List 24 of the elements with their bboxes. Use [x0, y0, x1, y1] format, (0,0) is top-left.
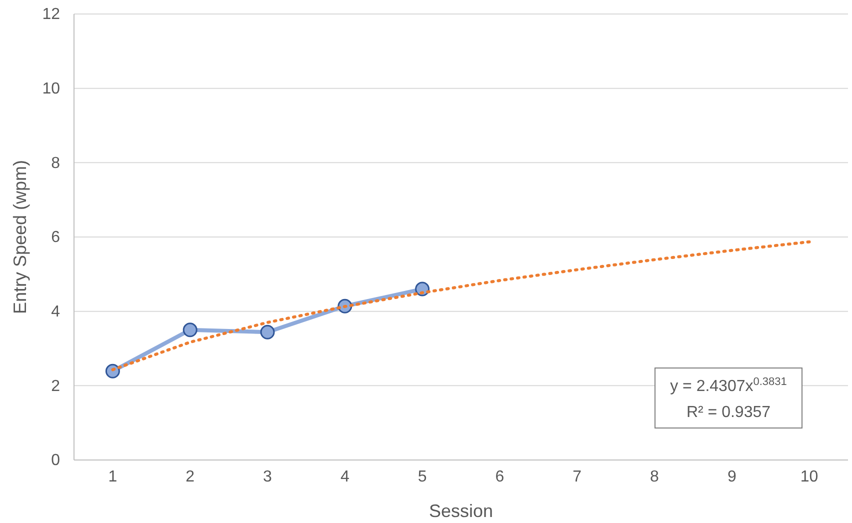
- x-tick-label: 8: [650, 468, 660, 486]
- x-tick-label: 7: [572, 468, 582, 486]
- point: [260, 324, 275, 340]
- y-tick-label: 2: [51, 378, 60, 395]
- y-axis-title: Entry Speed (wpm): [10, 160, 30, 314]
- x-tick-label: 6: [495, 468, 504, 486]
- point: [105, 364, 120, 378]
- y-tick-label: 4: [51, 303, 60, 320]
- point: [182, 322, 198, 338]
- x-tick-label: 3: [263, 468, 272, 486]
- x-tick-label: 10: [800, 468, 818, 486]
- x-tick-label: 2: [186, 468, 195, 486]
- y-tick-label: 12: [42, 6, 60, 24]
- y-tick-label: 0: [51, 452, 60, 470]
- x-axis-title: Session: [428, 501, 494, 521]
- x-tick-label: 4: [340, 468, 350, 486]
- x-tick-label: 9: [727, 468, 736, 486]
- annotation: R² = 0.9357: [686, 404, 771, 421]
- annotation: y = 2.4307x$^{0.3831}$: [670, 376, 787, 395]
- x-tick-label: 5: [418, 468, 427, 486]
- x-tick-label: 1: [108, 468, 118, 486]
- y-tick-label: 6: [51, 229, 60, 246]
- y-tick-label: 8: [51, 154, 60, 172]
- y-tick-label: 10: [42, 80, 60, 98]
